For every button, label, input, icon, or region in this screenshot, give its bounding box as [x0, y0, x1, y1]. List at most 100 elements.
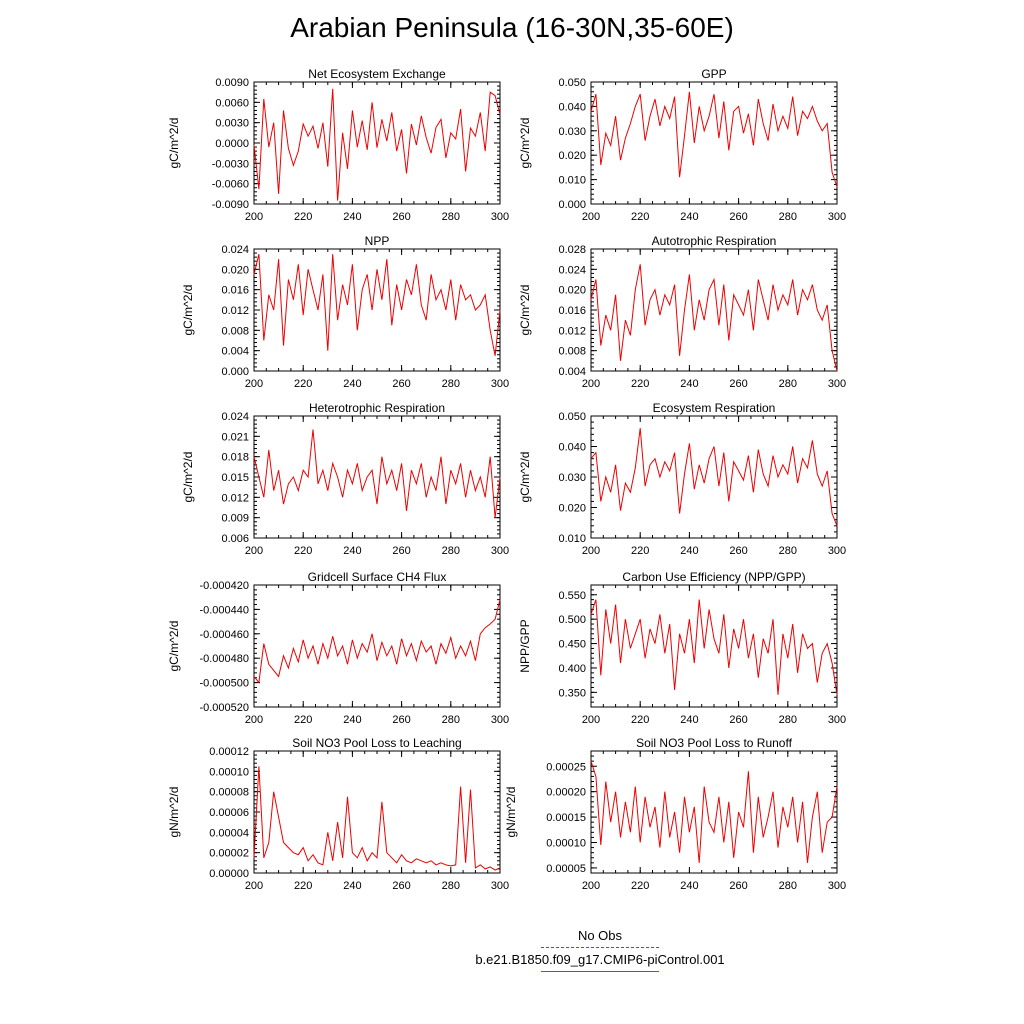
series-line-0	[253, 253, 501, 356]
x-tick-label: 240	[680, 714, 698, 726]
x-tick-label: 260	[729, 211, 747, 223]
y-tick-label: 0.024	[221, 244, 249, 256]
series-line-0	[253, 599, 501, 684]
y-axis-label: gC/m^2/d	[181, 452, 195, 503]
plot-frame	[590, 584, 838, 708]
x-tick-label: 300	[828, 880, 846, 892]
y-tick-label: -0.0090	[212, 199, 249, 211]
plot-frame	[253, 584, 501, 708]
series-line-0	[590, 599, 838, 695]
x-tick-label: 280	[442, 880, 460, 892]
y-tick-label: 0.021	[221, 431, 249, 443]
series-line-0	[590, 264, 838, 372]
x-tick-label: 220	[631, 714, 649, 726]
y-tick-label: 0.012	[558, 325, 586, 337]
x-tick-label: 300	[491, 545, 509, 557]
panel-title: NPP	[365, 234, 390, 248]
series-line-0	[590, 91, 838, 188]
x-tick-label: 280	[442, 378, 460, 390]
y-tick-label: -0.0030	[212, 158, 249, 170]
x-tick-label: 260	[392, 211, 410, 223]
y-tick-label: -0.000480	[199, 653, 249, 665]
y-tick-label: -0.000520	[199, 702, 249, 714]
y-tick-label: 0.028	[558, 244, 586, 256]
y-tick-label: 0.020	[558, 285, 586, 297]
x-tick-label: 240	[680, 880, 698, 892]
y-tick-label: 0.020	[221, 264, 249, 276]
x-tick-label: 240	[343, 211, 361, 223]
x-tick-label: 220	[631, 378, 649, 390]
panel-1: GPP 200 220 240 260 280 300 0.000 0.010 0.020 0.03…	[518, 67, 846, 223]
y-tick-label: 0.00010	[546, 838, 586, 850]
panel-title: Soil NO3 Pool Loss to Runoff	[636, 736, 793, 750]
y-tick-label: 0.0060	[215, 97, 249, 109]
y-tick-label: 0.00000	[209, 868, 249, 880]
y-tick-label: 0.008	[221, 325, 249, 337]
x-tick-label: 300	[491, 211, 509, 223]
x-tick-label: 300	[828, 211, 846, 223]
x-tick-label: 240	[343, 378, 361, 390]
panel-title: Soil NO3 Pool Loss to Leaching	[292, 736, 461, 750]
y-tick-label: 0.350	[558, 687, 586, 699]
legend-swatch-dashed	[541, 947, 659, 948]
x-tick-label: 240	[343, 545, 361, 557]
y-tick-label: 0.00020	[546, 787, 586, 799]
y-tick-label: 0.00012	[209, 746, 249, 758]
y-tick-label: 0.010	[558, 533, 586, 545]
x-tick-label: 220	[294, 880, 312, 892]
x-tick-label: 240	[343, 880, 361, 892]
x-tick-label: 220	[631, 880, 649, 892]
y-tick-label: 0.040	[558, 101, 586, 113]
panel-0: Net Ecosystem Exchange 200 220 240 260 280 300…	[167, 67, 509, 223]
plot-frame	[590, 750, 838, 874]
legend-item-no-obs: No Obs	[440, 928, 760, 948]
y-tick-label: 0.0030	[215, 118, 249, 130]
y-tick-label: 0.00005	[546, 863, 586, 875]
x-tick-label: 300	[828, 545, 846, 557]
panel-6: Gridcell Surface CH4 Flux 200 220 240 260 280…	[167, 570, 509, 726]
y-tick-label: -0.000420	[199, 580, 249, 592]
series-line-0	[253, 88, 501, 201]
y-tick-label: 0.00025	[546, 761, 586, 773]
y-tick-label: 0.020	[558, 150, 586, 162]
x-tick-label: 220	[631, 545, 649, 557]
y-tick-label: 0.018	[221, 452, 249, 464]
y-tick-label: 0.050	[558, 411, 586, 423]
plot-frame	[253, 248, 501, 372]
y-tick-label: 0.008	[558, 346, 586, 358]
y-tick-label: 0.000	[221, 366, 249, 378]
x-tick-label: 260	[729, 714, 747, 726]
x-tick-label: 220	[294, 714, 312, 726]
x-tick-label: 280	[779, 211, 797, 223]
x-tick-label: 280	[442, 211, 460, 223]
x-tick-label: 200	[245, 545, 263, 557]
x-tick-label: 220	[294, 545, 312, 557]
y-tick-label: 0.040	[558, 442, 586, 454]
x-tick-label: 200	[245, 714, 263, 726]
y-tick-label: 0.550	[558, 590, 586, 602]
legend: No Obs b.e21.B1850.f09_g17.CMIP6-piContr…	[440, 928, 760, 972]
y-tick-label: 0.004	[558, 366, 586, 378]
y-tick-label: 0.0090	[215, 77, 249, 89]
series-line-0	[253, 766, 501, 871]
y-axis-label: gC/m^2/d	[518, 285, 532, 336]
y-tick-label: 0.030	[558, 126, 586, 138]
y-tick-label: 0.015	[221, 472, 249, 484]
legend-swatch-solid	[541, 971, 659, 972]
y-tick-label: 0.009	[221, 513, 249, 525]
y-tick-label: 0.004	[221, 346, 249, 358]
x-tick-label: 220	[294, 378, 312, 390]
y-tick-label: -0.000460	[199, 629, 249, 641]
x-tick-label: 280	[779, 880, 797, 892]
x-tick-label: 200	[245, 211, 263, 223]
y-tick-label: 0.00006	[209, 807, 249, 819]
panel-title: Autotrophic Respiration	[652, 234, 777, 248]
y-tick-label: 0.000	[558, 199, 586, 211]
y-tick-label: 0.400	[558, 663, 586, 675]
panel-9: Soil NO3 Pool Loss to Runoff 200 220 240 260…	[504, 736, 846, 892]
legend-label-model: b.e21.B1850.f09_g17.CMIP6-piControl.001	[475, 952, 725, 967]
series-line-0	[253, 429, 501, 518]
y-tick-label: -0.000440	[199, 604, 249, 616]
x-tick-label: 300	[828, 714, 846, 726]
x-tick-label: 200	[582, 880, 600, 892]
